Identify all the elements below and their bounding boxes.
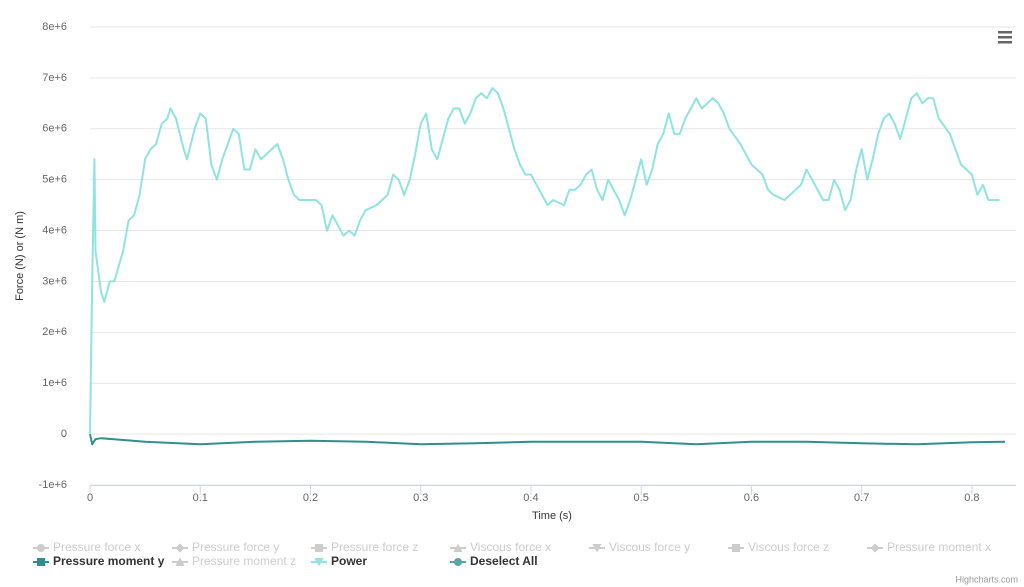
legend-marker: [314, 558, 324, 567]
legend-label: Pressure force z: [331, 540, 418, 554]
legend-label: Deselect All: [470, 554, 538, 568]
legend-item[interactable]: Pressure force z: [311, 540, 418, 554]
legend-marker: [175, 543, 185, 553]
legend-marker: [37, 558, 45, 566]
x-tick-label: 0.7: [854, 492, 869, 504]
x-tick-label: 0.1: [193, 492, 208, 504]
legend-label: Power: [331, 554, 367, 568]
y-tick-label: 3e+6: [42, 275, 67, 287]
legend-marker: [453, 543, 463, 552]
x-tick-label: 0: [87, 492, 93, 504]
x-tick-label: 0.6: [744, 492, 759, 504]
x-tick-label: 0.4: [523, 492, 538, 504]
legend-item[interactable]: Pressure moment x: [867, 540, 991, 554]
legend-label: Viscous force y: [609, 540, 690, 554]
legend-marker: [37, 544, 45, 552]
menu-bar: [998, 41, 1012, 44]
x-tick-label: 0.5: [634, 492, 649, 504]
legend-item[interactable]: Viscous force x: [450, 540, 551, 554]
series-line: [89, 433, 1006, 446]
legend-item[interactable]: Pressure moment z: [172, 554, 296, 568]
x-axis-title: Time (s): [532, 510, 572, 522]
y-tick-label: 6e+6: [42, 123, 67, 135]
legend-item[interactable]: Deselect All: [450, 554, 538, 568]
legend-item[interactable]: Viscous force y: [589, 540, 690, 554]
y-axis-title: Force (N) or (N m): [14, 211, 26, 301]
x-tick-label: 0.2: [303, 492, 318, 504]
credits[interactable]: Highcharts.com: [955, 574, 1018, 584]
y-tick-label: 5e+6: [42, 174, 67, 186]
y-tick-label: 2e+6: [42, 326, 67, 338]
legend-marker: [732, 544, 740, 552]
y-tick-label: 4e+6: [42, 224, 67, 236]
legend-marker: [870, 543, 880, 553]
x-tick-label: 0.3: [413, 492, 428, 504]
menu-button[interactable]: [998, 31, 1012, 44]
y-tick-label: 1e+6: [42, 377, 67, 389]
legend-label: Pressure force x: [53, 540, 140, 554]
menu-bar: [998, 36, 1012, 39]
x-tick-label: 0.8: [964, 492, 979, 504]
y-tick-label: 0: [61, 428, 67, 440]
legend-label: Pressure moment y: [53, 554, 165, 568]
y-tick-label: 7e+6: [42, 72, 67, 84]
y-tick-label: 8e+6: [42, 21, 67, 33]
legend-item[interactable]: Viscous force z: [728, 540, 829, 554]
legend-item[interactable]: Pressure force y: [172, 540, 279, 554]
legend-marker: [175, 557, 185, 566]
legend-item[interactable]: Pressure moment y: [33, 554, 165, 568]
legend-marker: [454, 558, 462, 566]
legend-label: Viscous force z: [748, 540, 829, 554]
legend-label: Pressure moment x: [887, 540, 991, 554]
y-tick-label: -1e+6: [39, 479, 67, 491]
menu-bar: [998, 31, 1012, 34]
legend-marker: [592, 544, 602, 553]
legend-label: Pressure moment z: [192, 554, 296, 568]
series-line: [89, 87, 1000, 435]
legend-label: Pressure force y: [192, 540, 279, 554]
legend-marker: [315, 544, 323, 552]
legend-label: Viscous force x: [470, 540, 551, 554]
legend-item[interactable]: Power: [311, 554, 367, 568]
legend-item[interactable]: Pressure force x: [33, 540, 140, 554]
